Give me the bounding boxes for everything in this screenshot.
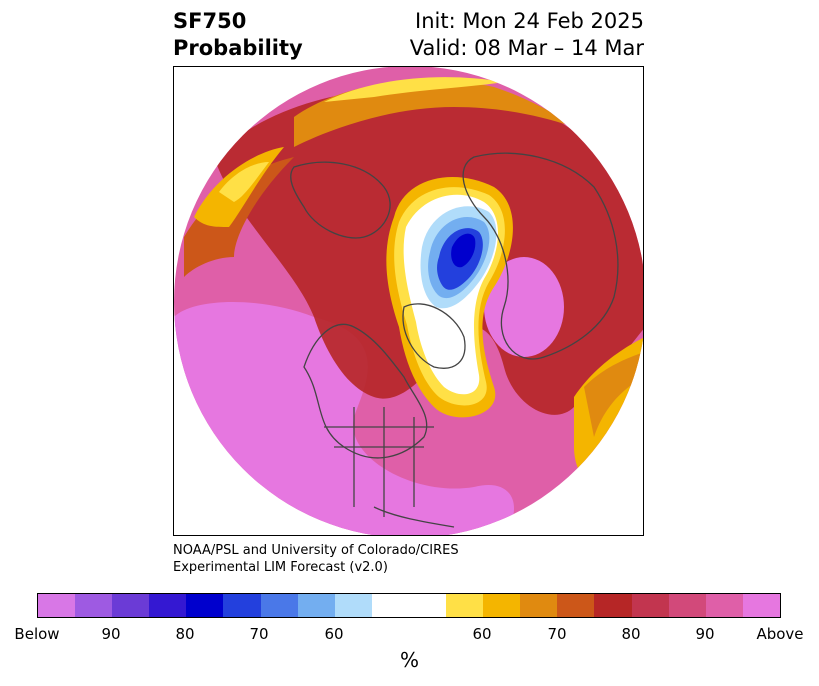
- colorbar-segment: [223, 594, 261, 617]
- field-above-70-west: [184, 157, 294, 277]
- chart-title-right: Init: Mon 24 Feb 2025 Valid: 08 Mar – 14…: [410, 8, 644, 62]
- colorbar-segment: [520, 594, 558, 617]
- colorbar-segment: [483, 594, 521, 617]
- colorbar-tick-label: 80: [175, 625, 195, 643]
- coastline-north-america: [303, 323, 428, 459]
- colorbar-tick-label: 60: [324, 625, 344, 643]
- coastline-eurasia: [462, 152, 619, 360]
- colorbar-segment: [446, 594, 484, 617]
- colorbar-segment: [408, 594, 447, 617]
- colorbar-tick-label: Below: [14, 625, 60, 643]
- colorbar-segment: [668, 594, 706, 617]
- colorbar-segment: [186, 594, 224, 617]
- credit-line-2: Experimental LIM Forecast (v2.0): [173, 560, 388, 575]
- colorbar-tick-label: 70: [547, 625, 567, 643]
- variable-name: SF750: [173, 9, 247, 33]
- product-name: Probability: [173, 36, 303, 60]
- coastline-greenland: [402, 303, 466, 369]
- colorbar-tick-label: 90: [695, 625, 715, 643]
- field-above-max-west: [174, 302, 514, 535]
- field-above-europe: [484, 257, 564, 357]
- colorbar-tick-label: 60: [472, 625, 492, 643]
- valid-dates: Valid: 08 Mar – 14 Mar: [409, 36, 644, 60]
- colorbar-tick-label: 70: [249, 625, 269, 643]
- coastline-central-america: [373, 506, 455, 528]
- init-date: Init: Mon 24 Feb 2025: [415, 9, 644, 33]
- colorbar-segment: [260, 594, 298, 617]
- credit-block: NOAA/PSL and University of Colorado/CIRE…: [173, 542, 459, 576]
- colorbar-segment: [594, 594, 632, 617]
- colorbar-segment: [149, 594, 187, 617]
- colorbar: [37, 593, 781, 618]
- credit-line-1: NOAA/PSL and University of Colorado/CIRE…: [173, 543, 459, 558]
- colorbar-segment: [631, 594, 669, 617]
- field-above-50-west: [219, 162, 269, 202]
- map-frame: [173, 66, 644, 536]
- colorbar-ticks: Below 90 80 70 60 60 70 80 90 Above: [0, 625, 819, 645]
- colorbar-unit-label: %: [399, 648, 419, 672]
- colorbar-segment: [112, 594, 150, 617]
- colorbar-segment: [557, 594, 595, 617]
- colorbar-segment: [742, 594, 780, 617]
- colorbar-segment: [334, 594, 372, 617]
- colorbar-tick-label: Above: [756, 625, 804, 643]
- colorbar-segment: [297, 594, 335, 617]
- field-above-band-east-inner: [584, 352, 643, 437]
- field-above-rim-north-2: [324, 77, 504, 102]
- coastline-alaska: [290, 161, 391, 239]
- us-borders: [324, 407, 434, 517]
- colorbar-segment: [371, 594, 409, 617]
- polar-map: [174, 67, 643, 535]
- colorbar-segment: [75, 594, 113, 617]
- chart-title-left: SF750 Probability: [173, 8, 303, 62]
- colorbar-segment: [705, 594, 743, 617]
- colorbar-segment: [38, 594, 76, 617]
- below-90: [451, 233, 476, 268]
- colorbar-tick-label: 80: [621, 625, 641, 643]
- colorbar-tick-label: 90: [101, 625, 121, 643]
